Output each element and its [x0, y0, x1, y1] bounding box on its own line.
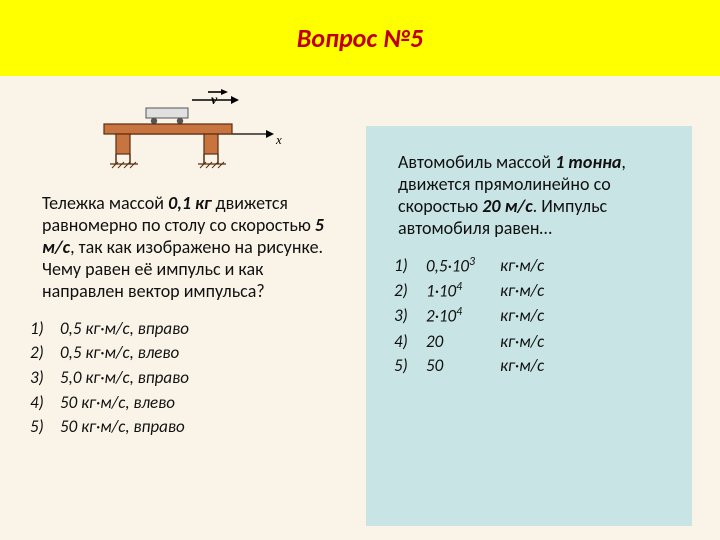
opt-number: 3) — [394, 304, 426, 329]
svg-text:v: v — [211, 93, 218, 108]
left-column: x v — [0, 76, 360, 540]
opt-number: 3) — [30, 366, 60, 391]
opt-unit: кг·м/с — [500, 254, 544, 279]
val: 1·10 — [426, 281, 456, 302]
option-5: 5)50 кг·м/с, вправо — [30, 415, 340, 440]
exp: 4 — [456, 305, 462, 319]
option-2: 2)1·104кг·м/с — [394, 279, 688, 304]
svg-text:x: x — [275, 132, 282, 147]
opt-text: 50 кг·м/с, влево — [60, 391, 175, 416]
val: 2·10 — [426, 306, 456, 327]
opt-text: 0,5 кг·м/с, вправо — [60, 317, 189, 342]
opt-value: 0,5·103 — [426, 254, 500, 279]
left-options: 1)0,5 кг·м/с, вправо 2)0,5 кг·м/с, влево… — [28, 317, 340, 440]
right-column: Автомобиль массой 1 тонна, движется прям… — [360, 76, 720, 540]
left-prompt: Тележка массой 0,1 кг движется равномерн… — [28, 193, 340, 303]
option-4: 4)20кг·м/с — [394, 330, 688, 355]
right-prompt: Автомобиль массой 1 тонна, движется прям… — [384, 152, 688, 240]
opt-number: 4) — [30, 391, 60, 416]
text: Тележка массой — [42, 192, 168, 214]
opt-unit: кг·м/с — [500, 279, 544, 304]
opt-text: 50 кг·м/с, вправо — [60, 415, 185, 440]
mass-value: 1 тонна — [555, 151, 621, 173]
exp: 4 — [456, 280, 462, 294]
right-options: 1)0,5·103кг·м/с 2)1·104кг·м/с 3)2·104кг·… — [384, 254, 688, 379]
exp: 3 — [469, 255, 475, 269]
opt-text: 5,0 кг·м/с, вправо — [60, 366, 189, 391]
opt-unit: кг·м/с — [500, 304, 544, 329]
option-4: 4)50 кг·м/с, влево — [30, 391, 340, 416]
option-1: 1)0,5·103кг·м/с — [394, 254, 688, 279]
option-3: 3)2·104кг·м/с — [394, 304, 688, 329]
opt-number: 5) — [394, 354, 426, 379]
opt-unit: кг·м/с — [500, 330, 544, 355]
opt-number: 5) — [30, 415, 60, 440]
opt-value: 50 — [426, 354, 500, 379]
opt-value: 2·104 — [426, 304, 500, 329]
option-5: 5)50кг·м/с — [394, 354, 688, 379]
text: , так как изображено на рисунке. Чему ра… — [42, 236, 323, 302]
right-panel: Автомобиль массой 1 тонна, движется прям… — [380, 86, 692, 379]
opt-number: 2) — [394, 279, 426, 304]
opt-number: 4) — [394, 330, 426, 355]
opt-unit: кг·м/с — [500, 354, 544, 379]
opt-value: 1·104 — [426, 279, 500, 304]
content-row: x v — [0, 76, 720, 540]
opt-value: 20 — [426, 330, 500, 355]
option-1: 1)0,5 кг·м/с, вправо — [30, 317, 340, 342]
opt-number: 1) — [30, 317, 60, 342]
opt-number: 2) — [30, 341, 60, 366]
opt-text: 0,5 кг·м/с, влево — [60, 341, 179, 366]
mass-value: 0,1 кг — [168, 192, 211, 214]
text: Автомобиль массой — [398, 151, 555, 173]
cart-figure: x v — [84, 86, 284, 181]
opt-number: 1) — [394, 254, 426, 279]
title-bar: Вопрос №5 — [0, 0, 720, 76]
val: 0,5·10 — [426, 255, 469, 276]
velocity-value: 20 м/с — [482, 195, 532, 217]
question-title: Вопрос №5 — [297, 22, 423, 54]
option-3: 3)5,0 кг·м/с, вправо — [30, 366, 340, 391]
option-2: 2)0,5 кг·м/с, влево — [30, 341, 340, 366]
